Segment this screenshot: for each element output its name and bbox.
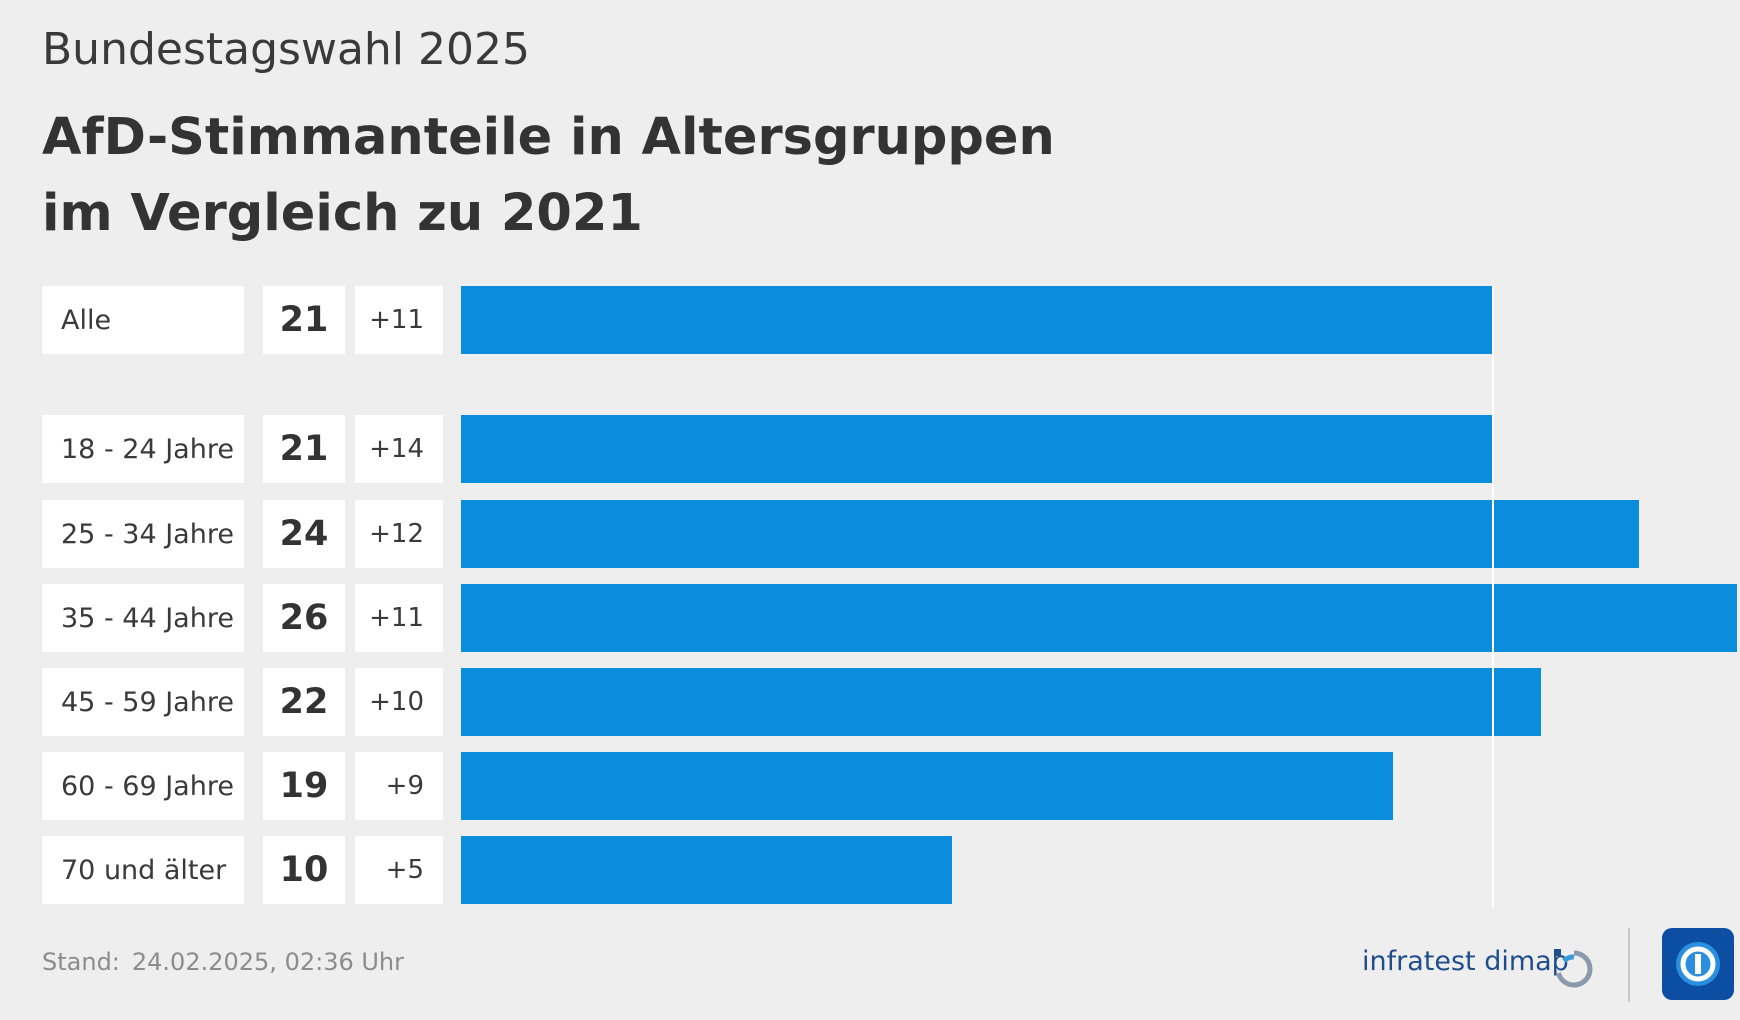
bar — [461, 584, 1737, 652]
stand-label: Stand: — [42, 948, 120, 976]
change-label: +12 — [355, 500, 443, 568]
bar — [461, 415, 1492, 483]
category-label: 60 - 69 Jahre — [42, 752, 244, 820]
bar — [461, 500, 1639, 568]
category-label: 35 - 44 Jahre — [42, 584, 244, 652]
category-label: 18 - 24 Jahre — [42, 415, 244, 483]
logo-divider — [1628, 928, 1630, 1002]
value-label: 26 — [263, 584, 345, 652]
bar — [461, 836, 952, 904]
change-label: +5 — [355, 836, 443, 904]
value-label: 21 — [263, 415, 345, 483]
stand-value: 24.02.2025, 02:36 Uhr — [131, 948, 404, 976]
change-label: +14 — [355, 415, 443, 483]
infratest-dimap-logo-icon — [1554, 949, 1593, 988]
das-erste-logo-icon — [1662, 928, 1734, 1000]
value-label: 24 — [263, 500, 345, 568]
chart-title: AfD-Stimmanteile in Altersgruppen im Ver… — [42, 100, 1055, 252]
bar — [461, 752, 1393, 820]
category-label: 45 - 59 Jahre — [42, 668, 244, 736]
category-label: 70 und älter — [42, 836, 244, 904]
change-label: +10 — [355, 668, 443, 736]
chart-title-line-2: im Vergleich zu 2021 — [42, 184, 643, 243]
category-label: 25 - 34 Jahre — [42, 500, 244, 568]
change-label: +11 — [355, 584, 443, 652]
chart-title-line-1: AfD-Stimmanteile in Altersgruppen — [42, 108, 1055, 167]
chart-supertitle: Bundestagswahl 2025 — [42, 24, 530, 75]
change-label: +11 — [355, 286, 443, 354]
reference-line — [1492, 286, 1494, 908]
value-label: 19 — [263, 752, 345, 820]
bar — [461, 668, 1541, 736]
change-label: +9 — [355, 752, 443, 820]
value-label: 10 — [263, 836, 345, 904]
timestamp: Stand: 24.02.2025, 02:36 Uhr — [42, 948, 404, 976]
category-label: Alle — [42, 286, 244, 354]
value-label: 22 — [263, 668, 345, 736]
bar — [461, 286, 1492, 354]
value-label: 21 — [263, 286, 345, 354]
source-logo-text: infratest dimap — [1362, 946, 1569, 977]
